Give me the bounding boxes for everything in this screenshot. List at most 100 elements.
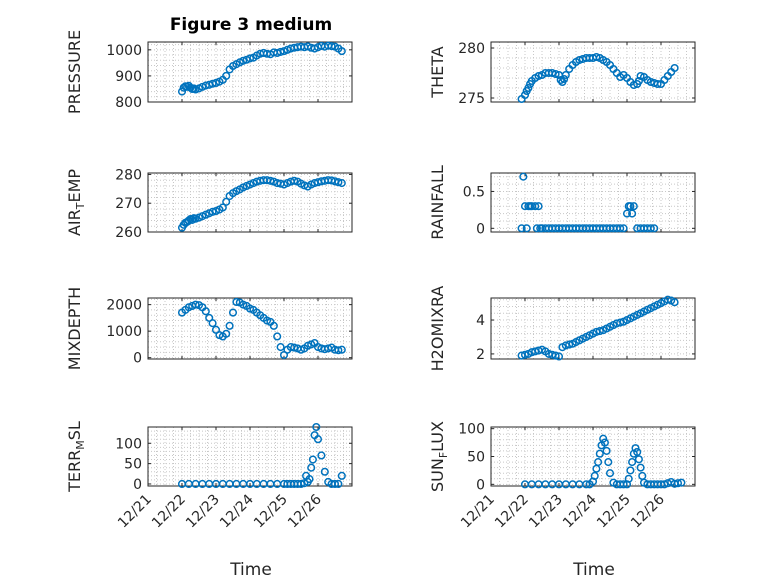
data-point xyxy=(337,47,346,56)
data-point xyxy=(334,479,343,489)
y-tick-label: 50 xyxy=(467,450,485,466)
data-point xyxy=(191,300,200,309)
data-point xyxy=(592,464,601,473)
data-point xyxy=(653,79,662,89)
data-point xyxy=(534,202,543,211)
data-point xyxy=(590,471,599,481)
data-point xyxy=(624,474,633,483)
data-point xyxy=(628,209,637,218)
data-point xyxy=(266,176,275,185)
subplot-5: 0 1000 2000 MIXDEPTH xyxy=(65,287,353,370)
data-point xyxy=(273,332,282,341)
data-point xyxy=(633,447,642,457)
data-point xyxy=(628,458,637,467)
y-tick-label: 2 xyxy=(476,347,485,363)
data-point xyxy=(599,434,608,443)
data-point xyxy=(670,63,679,73)
x-tick-label: 12/21 xyxy=(458,492,498,532)
data-point xyxy=(517,224,526,233)
chart-title: Figure 3 medium xyxy=(170,15,332,35)
x-tick-label: 12/21 xyxy=(115,492,155,532)
data-point xyxy=(622,209,632,218)
data-point xyxy=(619,480,628,489)
data-point xyxy=(626,466,635,475)
data-point xyxy=(327,42,336,51)
data-point xyxy=(616,318,625,327)
data-point xyxy=(631,444,640,453)
y-tick-label: 800 xyxy=(115,95,142,111)
data-point xyxy=(186,83,195,92)
data-point xyxy=(522,224,531,233)
axes-box xyxy=(147,426,353,487)
data-point xyxy=(334,178,343,187)
x-axis-label-left: Time xyxy=(229,560,272,580)
subplot-4: 0 0.5 RAINFALL xyxy=(428,165,696,240)
data-point xyxy=(638,471,647,481)
data-point xyxy=(222,71,231,80)
subplot-1: 800 900 1000 PRESSURE xyxy=(65,30,353,114)
y-tick-label: 260 xyxy=(115,225,142,241)
data-point xyxy=(520,350,530,359)
data-point xyxy=(556,75,565,85)
x-tick-label: 12/23 xyxy=(183,492,223,532)
data-point xyxy=(532,224,541,233)
data-point xyxy=(561,70,570,80)
data-point xyxy=(551,69,560,79)
data-point xyxy=(595,326,604,336)
data-point xyxy=(616,224,625,233)
subplot-2: 275 280 THETA xyxy=(428,41,696,107)
data-point xyxy=(519,172,528,181)
data-point xyxy=(604,458,613,467)
data-point xyxy=(317,451,326,460)
x-tick-label: 12/25 xyxy=(251,492,291,532)
data-point xyxy=(218,203,227,212)
y-axis-label: MIXDEPTH xyxy=(65,287,84,370)
y-tick-label: 100 xyxy=(115,436,142,452)
x-tick-label: 12/22 xyxy=(492,492,532,532)
data-point xyxy=(308,455,317,464)
data-point xyxy=(222,197,231,206)
data-point xyxy=(582,480,591,489)
y-axis-label: SUNFLUX xyxy=(428,421,450,492)
x-tick-label: 12/25 xyxy=(594,492,634,532)
data-point xyxy=(290,343,299,352)
y-axis-label: H2OMIXRA xyxy=(428,286,447,372)
data-point xyxy=(619,224,628,233)
data-point xyxy=(337,345,346,354)
axes-box xyxy=(490,172,696,233)
data-point xyxy=(228,308,238,317)
data-point xyxy=(677,478,686,487)
y-tick-label: 0 xyxy=(133,477,142,493)
subplot-3: 260 270 280 AIRTEMP xyxy=(65,167,353,241)
data-point xyxy=(330,479,340,489)
x-tick-label: 12/22 xyxy=(149,492,189,532)
data-point xyxy=(629,202,638,211)
y-tick-label: 270 xyxy=(115,196,142,212)
data-point xyxy=(650,224,659,233)
data-point xyxy=(305,475,314,484)
y-axis-label: THETA xyxy=(428,46,447,98)
y-tick-label: 900 xyxy=(115,69,142,85)
y-axis-label: PRESSURE xyxy=(65,30,84,114)
data-point xyxy=(554,352,564,361)
data-point xyxy=(636,71,645,81)
data-point xyxy=(276,47,285,56)
y-tick-label: 0 xyxy=(476,221,485,237)
y-tick-label: 0 xyxy=(476,477,485,493)
data-point xyxy=(602,446,611,455)
data-point xyxy=(634,455,643,464)
data-point xyxy=(201,307,210,316)
data-point xyxy=(208,319,217,328)
data-point xyxy=(520,90,530,100)
y-tick-label: 0 xyxy=(133,351,142,367)
data-point xyxy=(663,295,672,304)
x-tick-label: 12/24 xyxy=(217,491,257,531)
data-point xyxy=(276,343,285,352)
data-point xyxy=(307,463,316,472)
data-point xyxy=(524,83,533,93)
y-tick-label: 1000 xyxy=(106,43,142,59)
data-point xyxy=(592,52,601,62)
subplot-6: 2 4 H2OMIXRA xyxy=(428,286,696,372)
